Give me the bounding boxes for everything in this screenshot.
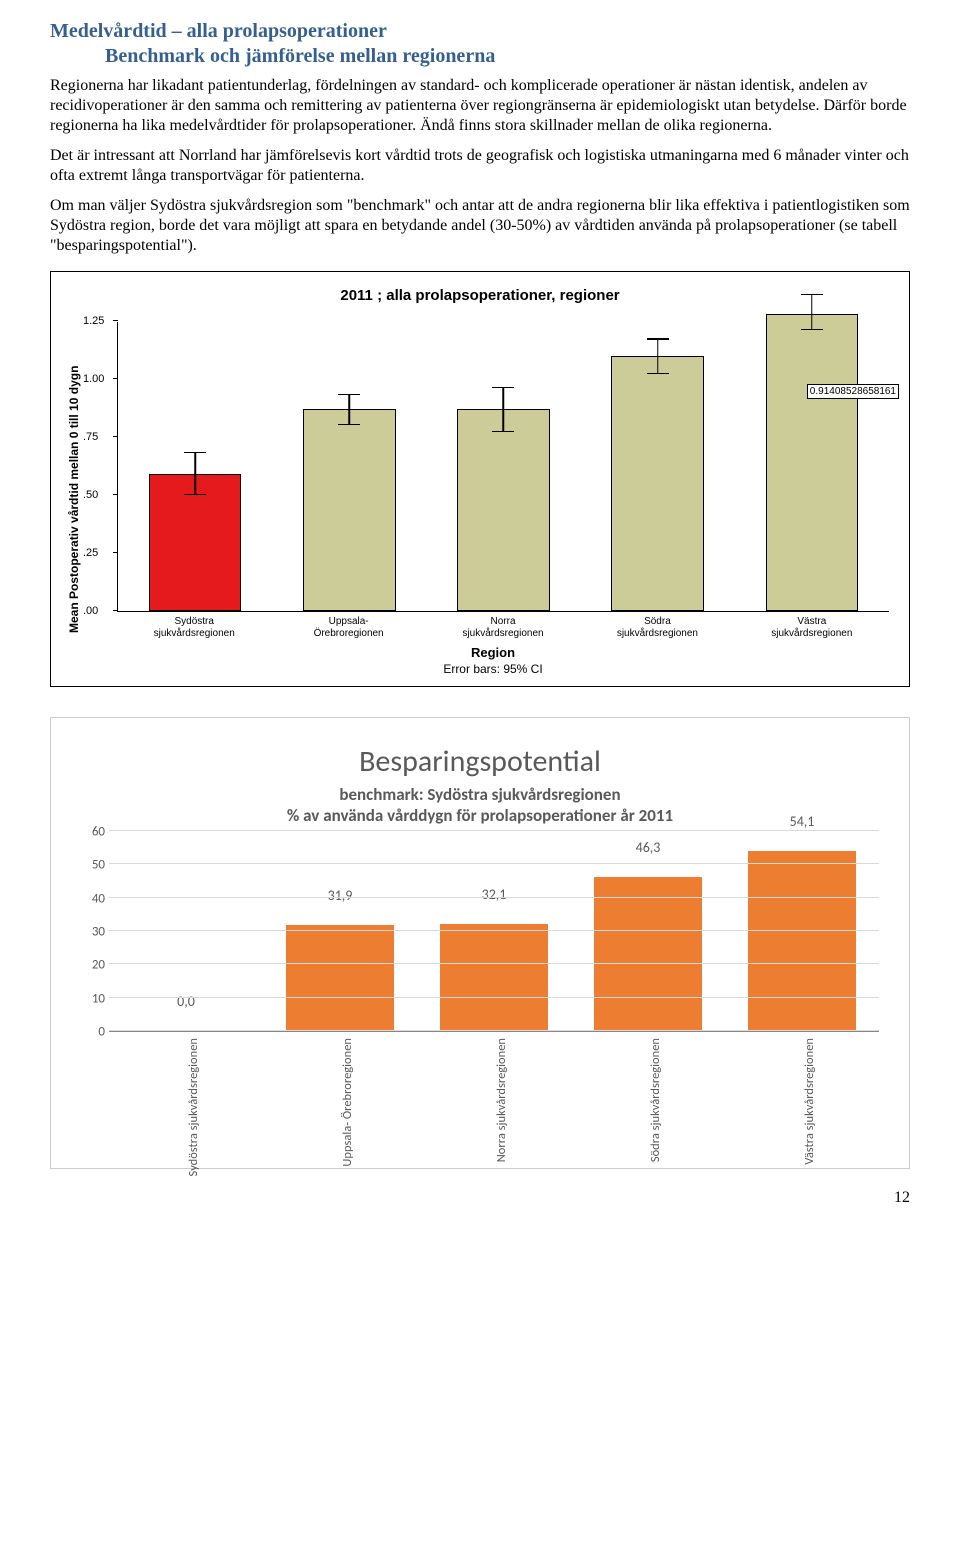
chart2-bar: 0,0 (109, 832, 263, 1031)
chart2-ytick-label: 0 (98, 1025, 105, 1040)
chart2-subtitle1: benchmark: Sydöstra sjukvårdsregionen (81, 784, 879, 805)
chart2-bar: 54,1 (725, 832, 879, 1031)
chart1-xticks: SydöstrasjukvårdsregionenUppsala-Örebror… (117, 612, 889, 639)
chart2-title: Besparingspotential (81, 743, 879, 780)
chart1-annotation: 0.91408528658161 (807, 384, 899, 399)
chart2-yaxis: 0102030405060 (81, 832, 109, 1032)
chart1-ytick-label: .50 (83, 489, 98, 501)
chart2-ytick-label: 60 (92, 825, 105, 840)
chart2-value-label: 54,1 (725, 813, 879, 832)
chart1-ytick-label: .00 (83, 605, 98, 617)
chart2-xtick-label: Uppsala- Örebroregionen (340, 1038, 355, 1167)
paragraph-2: Det är intressant att Norrland har jämfö… (50, 146, 910, 186)
chart1-xtick-label: Sydöstrasjukvårdsregionen (117, 612, 271, 639)
chart1-axes: .00.25.50.751.001.250.91408528658161 (117, 322, 889, 612)
chart2-ytick-label: 50 (92, 858, 105, 873)
page-number: 12 (50, 1189, 910, 1207)
chart1-xtick-label: Södrasjukvårdsregionen (580, 612, 734, 639)
chart1-xtick-label: Västrasjukvårdsregionen (735, 612, 889, 639)
paragraph-1: Regionerna har likadant patientunderlag,… (50, 76, 910, 136)
chart2-ytick-label: 20 (92, 958, 105, 973)
title-sub: Benchmark och jämförelse mellan regioner… (105, 45, 910, 68)
chart2-bar: 32,1 (417, 832, 571, 1031)
chart1-xtick-label: Uppsala-Örebroregionen (271, 612, 425, 639)
chart1-ytick-label: .75 (83, 431, 98, 443)
chart1-bar (426, 321, 580, 611)
chart1-ytick-label: 1.00 (83, 373, 104, 385)
chart1-ytick-label: 1.25 (83, 315, 104, 327)
chart2-xtick-label: Västra sjukvårdsregionen (802, 1038, 817, 1165)
chart2-bar: 31,9 (263, 832, 417, 1031)
chart1-bar (735, 321, 889, 611)
chart-besparingspotential: Besparingspotential benchmark: Sydöstra … (50, 717, 910, 1169)
chart2-xtick-label: Södra sjukvårdsregionen (648, 1038, 663, 1162)
chart2-value-label: 46,3 (571, 839, 725, 858)
chart1-ytick-label: .25 (83, 547, 98, 559)
chart2-ytick-label: 40 (92, 891, 105, 906)
chart1-xtick-label: Norrasjukvårdsregionen (426, 612, 580, 639)
chart2-ytick-label: 30 (92, 925, 105, 940)
chart2-bar: 46,3 (571, 832, 725, 1031)
chart2-value-label: 32,1 (417, 886, 571, 905)
chart1-bar (118, 321, 272, 611)
title-main: Medelvårdtid – alla prolapsoperationer (50, 20, 910, 43)
chart1-title: 2011 ; alla prolapsoperationer, regioner (61, 287, 899, 304)
paragraph-3: Om man väljer Sydöstra sjukvårdsregion s… (50, 196, 910, 256)
chart1-bar (581, 321, 735, 611)
chart2-plot: 0,031,932,1 46,354,1 (109, 832, 879, 1032)
chart1-xlabel: Region (87, 645, 899, 660)
chart2-ytick-label: 10 (92, 991, 105, 1006)
chart2-xticks: Sydöstra sjukvårdsregionenUppsala- Örebr… (109, 1038, 879, 1148)
chart2-xtick-label: Norra sjukvårdsregionen (494, 1038, 509, 1162)
chart2-xtick-label: Sydöstra sjukvårdsregionen (186, 1038, 201, 1176)
chart-mean-vardtid: 2011 ; alla prolapsoperationer, regioner… (50, 271, 910, 687)
chart1-error-caption: Error bars: 95% CI (87, 662, 899, 676)
chart1-bar (272, 321, 426, 611)
